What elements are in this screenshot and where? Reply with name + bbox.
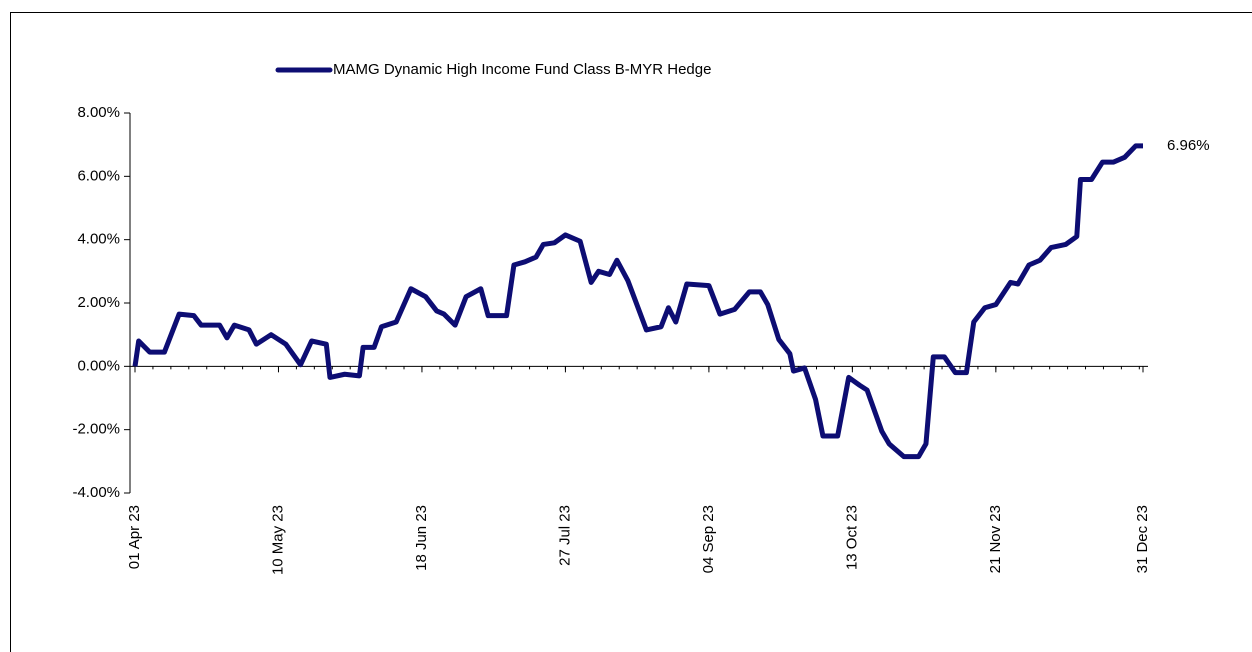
line-series <box>132 143 1143 460</box>
y-tick-label: 4.00% <box>77 231 120 248</box>
end-label: 6.96% <box>1167 137 1210 154</box>
x-tick-label: 13 Oct 23 <box>843 505 860 570</box>
y-tick-label: 0.00% <box>77 357 120 374</box>
y-tick-label: 8.00% <box>77 104 120 121</box>
x-tick-label: 01 Apr 23 <box>126 505 143 569</box>
x-tick-label: 04 Sep 23 <box>700 505 717 573</box>
x-tick-label: 10 May 23 <box>269 505 286 575</box>
legend-label: MAMG Dynamic High Income Fund Class B-MY… <box>333 61 711 78</box>
x-tick-label: 21 Nov 23 <box>987 505 1004 573</box>
y-tick-label: 6.00% <box>77 167 120 184</box>
x-tick-label: 18 Jun 23 <box>413 505 430 571</box>
y-tick-label: -2.00% <box>72 421 120 438</box>
x-tick-label: 31 Dec 23 <box>1134 505 1151 573</box>
y-tick-label: -4.00% <box>72 484 120 501</box>
y-tick-label: 2.00% <box>77 294 120 311</box>
x-tick-label: 27 Jul 23 <box>556 505 573 566</box>
frame <box>10 12 1252 652</box>
